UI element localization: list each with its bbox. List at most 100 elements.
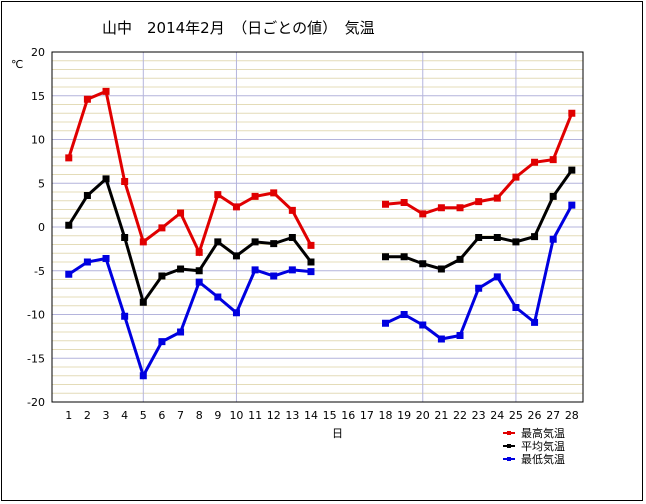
x-tick-label: 15	[323, 409, 337, 422]
data-point	[83, 258, 91, 266]
data-point	[214, 191, 222, 199]
y-tick-label: 5	[38, 177, 45, 190]
data-point	[437, 265, 445, 273]
data-point	[531, 318, 539, 326]
data-point	[139, 238, 147, 246]
data-point	[288, 206, 296, 214]
x-tick-label: 14	[304, 409, 318, 422]
data-point	[158, 272, 166, 280]
data-point	[102, 87, 110, 95]
data-point	[512, 238, 520, 246]
x-tick-label: 26	[528, 409, 542, 422]
x-tick-label: 7	[177, 409, 184, 422]
series-2	[65, 201, 576, 380]
data-point	[270, 272, 278, 280]
data-point	[419, 210, 427, 218]
data-point	[307, 268, 315, 276]
grid-lines	[51, 51, 584, 403]
data-point	[382, 200, 390, 208]
data-point	[456, 204, 464, 212]
data-point	[158, 224, 166, 232]
data-point	[232, 309, 240, 317]
legend-swatch-marker	[507, 431, 511, 435]
data-point	[251, 238, 259, 246]
data-point	[475, 284, 483, 292]
x-tick-label: 17	[360, 409, 374, 422]
data-point	[270, 240, 278, 248]
data-point	[102, 255, 110, 262]
x-tick-label: 9	[214, 409, 221, 422]
legend-swatch-marker	[507, 457, 511, 461]
x-tick-label: 27	[546, 409, 560, 422]
y-tick-label: 20	[31, 46, 45, 59]
legend-label: 最高気温	[521, 426, 565, 440]
x-tick-label: 19	[397, 409, 411, 422]
series-0	[65, 87, 576, 257]
data-point	[493, 273, 501, 281]
y-tick-label: -15	[27, 352, 45, 365]
x-tick-label: 21	[434, 409, 448, 422]
data-point	[288, 234, 296, 241]
data-point	[549, 235, 557, 243]
data-point	[549, 192, 557, 200]
data-point	[214, 238, 222, 246]
data-point	[65, 221, 73, 229]
data-point	[475, 198, 483, 206]
data-point	[568, 201, 576, 209]
plot-border	[51, 51, 584, 403]
y-tick-label: 15	[31, 90, 45, 103]
x-tick-label: 12	[267, 409, 281, 422]
data-point	[531, 233, 539, 241]
y-tick-label: -10	[27, 309, 45, 322]
series-lines	[65, 87, 576, 380]
data-point	[177, 209, 185, 217]
data-point	[382, 319, 390, 327]
data-point	[251, 266, 259, 274]
x-tick-label: 11	[248, 409, 262, 422]
data-point	[400, 311, 408, 318]
legend-label: 最低気温	[521, 452, 565, 466]
data-point	[400, 199, 408, 206]
data-point	[232, 252, 240, 260]
x-tick-label: 6	[158, 409, 165, 422]
series-1	[65, 166, 576, 306]
x-tick-label: 25	[509, 409, 523, 422]
data-point	[382, 253, 390, 261]
data-point	[307, 241, 315, 249]
data-point	[475, 234, 483, 241]
data-point	[195, 267, 203, 275]
data-point	[83, 95, 91, 103]
legend-swatch-marker	[507, 444, 511, 448]
data-point	[65, 154, 73, 162]
y-tick-label: -5	[34, 265, 45, 278]
data-point	[568, 166, 576, 174]
data-point	[512, 173, 520, 181]
data-point	[512, 304, 520, 311]
data-point	[232, 203, 240, 211]
legend-label: 平均気温	[521, 439, 565, 453]
data-point	[568, 109, 576, 117]
data-point	[121, 234, 129, 241]
data-point	[83, 192, 91, 199]
data-point	[456, 255, 464, 263]
x-tick-label: 10	[229, 409, 243, 422]
x-tick-label: 8	[196, 409, 203, 422]
data-point	[493, 234, 501, 241]
data-point	[270, 189, 278, 197]
x-tick-label: 24	[490, 409, 504, 422]
data-point	[437, 335, 445, 343]
data-point	[102, 175, 110, 183]
x-tick-label: 22	[453, 409, 467, 422]
data-point	[493, 194, 501, 202]
x-tick-label: 20	[416, 409, 430, 422]
data-point	[65, 270, 73, 278]
data-point	[419, 321, 427, 329]
x-tick-label: 18	[379, 409, 393, 422]
data-point	[531, 158, 539, 166]
x-tick-label: 23	[472, 409, 486, 422]
y-tick-label: 10	[31, 134, 45, 147]
data-point	[158, 338, 166, 346]
